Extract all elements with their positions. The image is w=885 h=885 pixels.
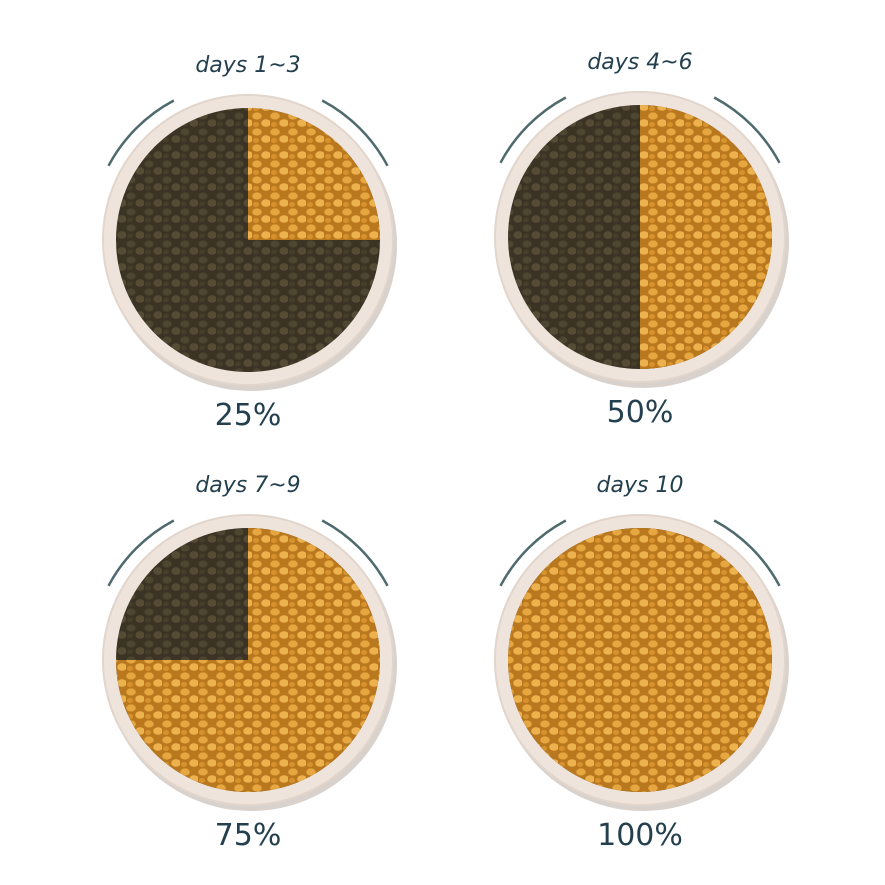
label-arc (499, 519, 567, 587)
label-arc (107, 99, 175, 167)
bowl-panel: days 4~6 50% (494, 50, 789, 430)
label-arc (107, 519, 175, 587)
bowl-panel: days 7~9 75% (102, 473, 397, 853)
period-label: days 7~9 (195, 473, 300, 498)
label-arc (499, 96, 567, 164)
percent-label: 50% (607, 395, 674, 430)
new-food (116, 528, 380, 792)
percent-label: 75% (215, 818, 282, 853)
bowl-panel: days 1~3 25% (102, 53, 397, 433)
label-arc (321, 519, 389, 587)
label-arc (321, 99, 389, 167)
new-food (640, 105, 772, 369)
label-arc (713, 96, 781, 164)
percent-label: 100% (597, 818, 683, 853)
percent-label: 25% (215, 398, 282, 433)
new-food (248, 108, 380, 240)
period-label: days 1~3 (195, 53, 300, 78)
label-arc (713, 519, 781, 587)
bowl-panel: days 10 100% (494, 473, 789, 853)
period-label: days 4~6 (587, 50, 692, 75)
new-food (508, 528, 772, 792)
period-label: days 10 (597, 473, 684, 498)
